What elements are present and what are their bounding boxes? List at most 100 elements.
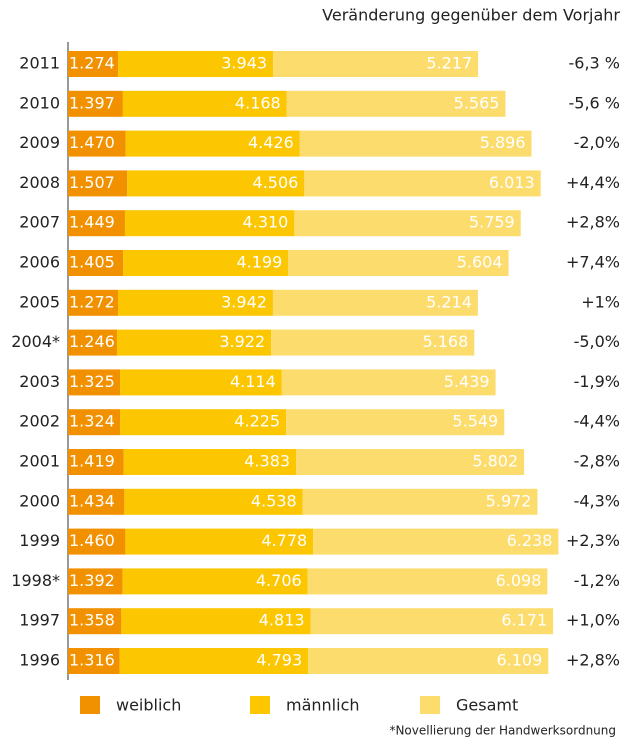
value-label: 4.114 <box>230 372 276 391</box>
change-label: -5,6 % <box>568 93 620 112</box>
value-label: 4.706 <box>256 571 302 590</box>
value-label: 5.759 <box>469 213 515 232</box>
right-header: Veränderung gegenüber dem Vorjahr <box>322 6 620 25</box>
value-label: 1.324 <box>69 412 115 431</box>
value-label: 3.943 <box>221 54 267 73</box>
change-label: +2,8% <box>566 213 620 232</box>
value-label: 1.316 <box>69 651 115 670</box>
bar-segment <box>68 130 126 157</box>
value-label: 4.778 <box>261 531 307 550</box>
change-label: +7,4% <box>566 253 620 272</box>
bar-segment <box>122 568 308 595</box>
bar-segment <box>125 528 314 555</box>
bar-segment <box>310 608 554 635</box>
bar-segment <box>124 488 303 515</box>
value-label: 1.507 <box>69 173 115 192</box>
value-label: 5.604 <box>457 253 503 272</box>
legend-swatch <box>80 696 100 714</box>
bar-segment <box>273 51 479 77</box>
value-label: 4.199 <box>236 253 282 272</box>
bar-segment <box>68 289 118 316</box>
bar-segment <box>124 210 295 237</box>
bar-segment <box>121 608 311 635</box>
bar-segment <box>68 568 123 595</box>
bar-segment <box>68 250 124 276</box>
y-tick-label: 2003 <box>19 372 60 391</box>
legend-swatch <box>420 696 440 714</box>
value-label: 5.565 <box>454 93 500 112</box>
value-label: 6.238 <box>507 531 553 550</box>
value-label: 6.171 <box>501 611 547 630</box>
y-tick-label: 2002 <box>19 412 60 431</box>
bar-segment <box>68 51 119 77</box>
y-tick-label: 2004* <box>11 332 60 351</box>
bar-segment <box>286 90 506 117</box>
bar-segment <box>286 409 505 436</box>
value-label: 5.439 <box>444 372 490 391</box>
bar-segment <box>119 648 309 674</box>
value-label: 5.217 <box>426 54 472 73</box>
bar-segment <box>302 488 538 515</box>
change-label: -2,8% <box>574 452 620 471</box>
value-label: 5.896 <box>480 133 526 152</box>
value-label: 4.383 <box>244 452 290 471</box>
change-label: -2,0% <box>574 133 620 152</box>
change-label: -4,4% <box>574 412 620 431</box>
value-label: 3.922 <box>219 332 265 351</box>
bar-segment <box>294 210 521 237</box>
bar-segment <box>68 608 122 635</box>
value-label: 1.397 <box>69 93 115 112</box>
bar-segment <box>68 449 124 475</box>
bar-segment <box>122 90 287 117</box>
change-label: +1,0% <box>566 611 620 630</box>
y-tick-label: 2007 <box>19 213 60 232</box>
value-label: 4.310 <box>243 213 289 232</box>
legend-swatch <box>250 696 270 714</box>
value-label: 1.392 <box>69 571 115 590</box>
y-tick-label: 1998* <box>11 571 60 590</box>
change-label: -1,2% <box>574 571 620 590</box>
bar-segment <box>68 409 121 436</box>
value-label: 4.538 <box>251 491 297 510</box>
value-label: 1.419 <box>69 452 115 471</box>
bar-segment <box>313 528 559 555</box>
y-tick-label: 2009 <box>19 133 60 152</box>
change-label: +2,3% <box>566 531 620 550</box>
footnote: *Novellierung der Handwerksordnung <box>389 724 616 738</box>
bar-segment <box>120 409 287 436</box>
y-tick-label: 2011 <box>19 54 60 73</box>
value-label: 1.325 <box>69 372 115 391</box>
value-label: 1.434 <box>69 491 115 510</box>
legend-label: männlich <box>286 696 360 715</box>
y-tick-label: 2001 <box>19 452 60 471</box>
change-label: -5,0% <box>574 332 620 351</box>
value-label: 6.013 <box>489 173 535 192</box>
y-tick-label: 2010 <box>19 93 60 112</box>
bar-segment <box>117 289 273 316</box>
change-label: -4,3% <box>574 491 620 510</box>
bar-segment <box>304 170 541 197</box>
bar-segment <box>307 568 548 595</box>
bar-segment <box>127 170 305 197</box>
bar-segment <box>68 648 120 674</box>
bar-segment <box>68 210 125 237</box>
value-label: 1.272 <box>69 292 115 311</box>
y-tick-label: 1996 <box>19 651 60 670</box>
y-tick-label: 1999 <box>19 531 60 550</box>
value-label: 5.972 <box>486 491 532 510</box>
legend-label: Gesamt <box>456 696 518 715</box>
value-label: 1.358 <box>69 611 115 630</box>
bar-segment <box>299 130 532 157</box>
change-label: +2,8% <box>566 651 620 670</box>
bar-segment <box>281 369 496 396</box>
value-label: 1.460 <box>69 531 115 550</box>
y-tick-label: 2000 <box>19 491 60 510</box>
bar-segment <box>68 528 126 555</box>
value-label: 6.098 <box>496 571 542 590</box>
bar-segment <box>68 488 125 515</box>
y-tick-label: 2006 <box>19 253 60 272</box>
change-label: -6,3 % <box>568 54 620 73</box>
y-tick-label: 1997 <box>19 611 60 630</box>
value-label: 4.813 <box>259 611 305 630</box>
